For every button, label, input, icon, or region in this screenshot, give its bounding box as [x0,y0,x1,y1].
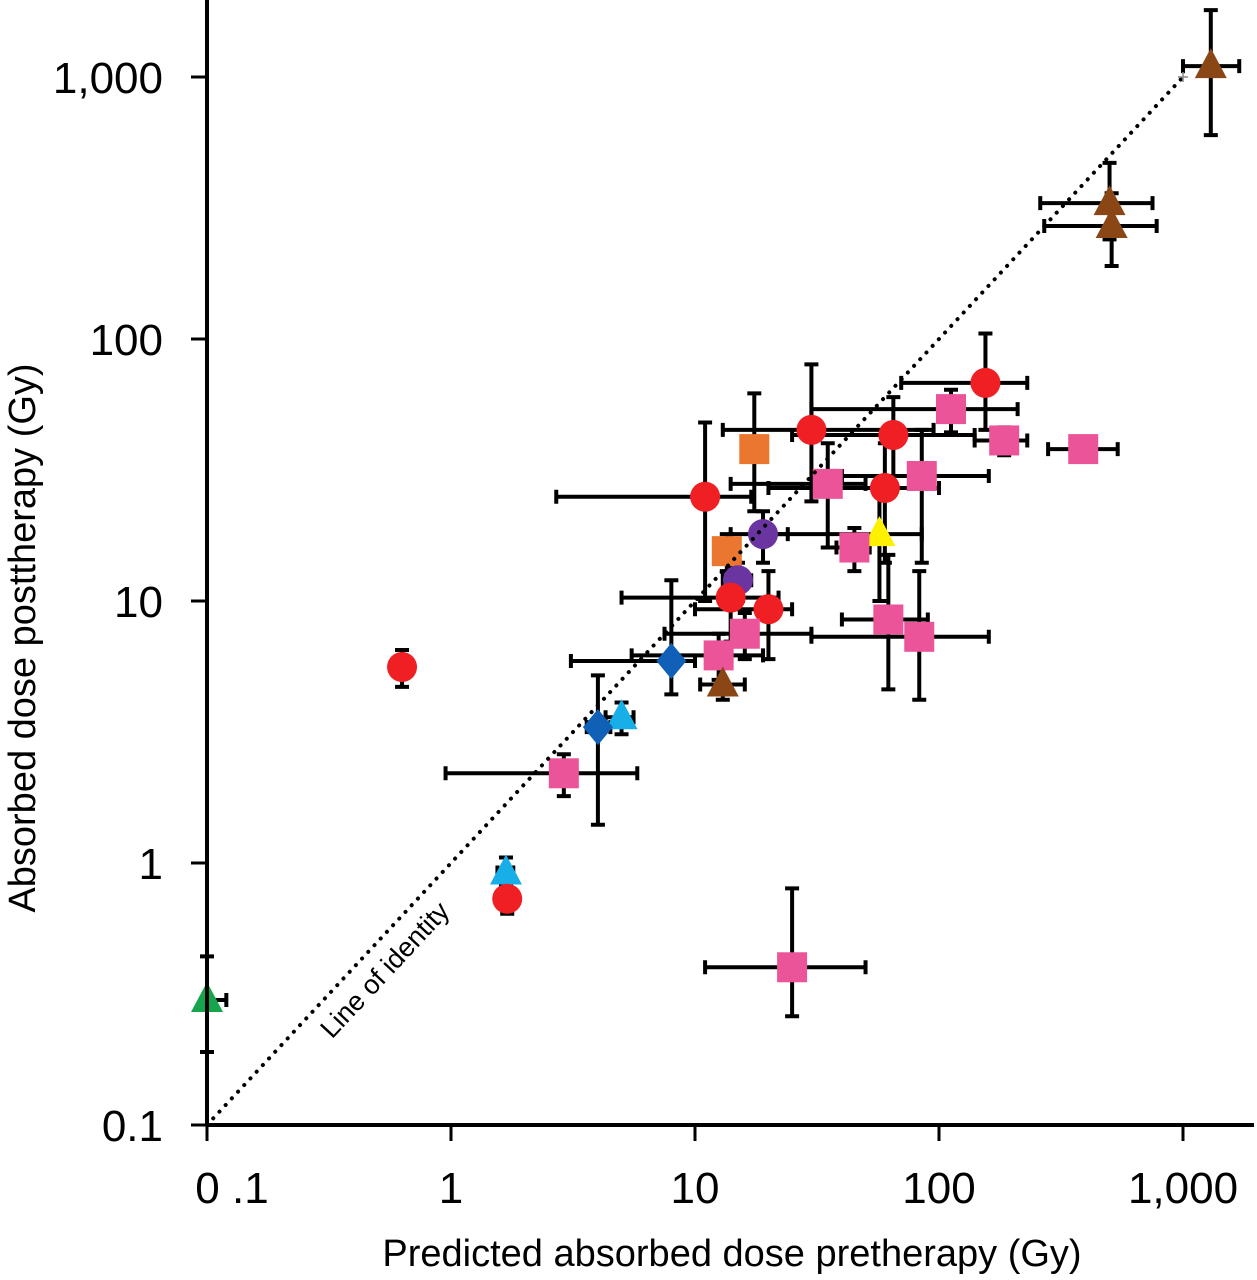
identity-line [205,75,1185,1127]
triangle-marker [605,699,638,730]
x-tick-label: 1 [439,1164,463,1213]
circle-marker [869,472,900,503]
y-tick-label: 0.1 [102,1102,163,1151]
circle-marker [492,883,523,914]
line-of-identity-label: Line of identity [314,896,455,1044]
x-error-bar [809,629,991,644]
x-tick-label: 0 .1 [195,1164,268,1213]
y-tick-label: 10 [114,578,163,627]
circle-marker [690,481,721,512]
square-marker [873,604,904,635]
square-marker [936,394,967,425]
square-marker [1068,434,1099,465]
square-marker [729,618,760,649]
triangle-marker [1194,48,1227,79]
x-error-bar [899,375,1030,390]
x-error-bar [554,489,754,504]
square-marker [904,621,935,652]
circle-marker [970,367,1001,398]
y-tick-label: 1,000 [53,54,163,103]
circle-marker [715,582,746,613]
triangle-marker [1093,185,1126,216]
x-error-bar [1038,196,1155,211]
circle-marker [387,651,418,682]
identity-line-end [1178,72,1188,82]
x-tick-label: 1,000 [1128,1164,1238,1213]
y-error-bar [698,420,713,603]
circle-marker [753,594,784,625]
square-marker [839,532,870,563]
triangle-marker [863,516,896,547]
square-marker [739,434,770,465]
square-marker [777,952,808,983]
y-axis-label: Absorbed dose posttherapy (Gy) [2,363,44,912]
tick-labels: 0 .1 1 10 100 1,000 0.1 1 10 100 1,000 [53,54,1238,1213]
errorbar-layer [200,8,1242,1054]
triangle-marker [1095,207,1128,238]
x-tick-label: 10 [671,1164,720,1213]
y-tick-label: 1 [139,840,163,889]
triangle-marker [706,666,739,697]
y-error-bar [914,427,929,565]
y-error-bar [590,673,605,827]
diamond-marker [582,709,613,746]
x-tick-label: 100 [902,1164,975,1213]
axes [191,0,1254,1141]
y-tick-label: 100 [90,316,163,365]
x-axis-label: Predicted absorbed dose pretherapy (Gy) [382,1233,1081,1275]
square-marker [989,425,1020,456]
triangle-marker [489,854,522,885]
x-error-bar [443,766,640,781]
square-marker [548,758,579,789]
square-marker [711,536,742,567]
square-marker [812,468,843,499]
square-marker [703,640,734,671]
circle-marker [878,420,909,451]
square-marker [906,460,937,491]
diamond-marker [656,643,687,680]
circle-marker [748,519,779,550]
circle-marker [796,414,827,445]
marker-layer [191,48,1227,1012]
